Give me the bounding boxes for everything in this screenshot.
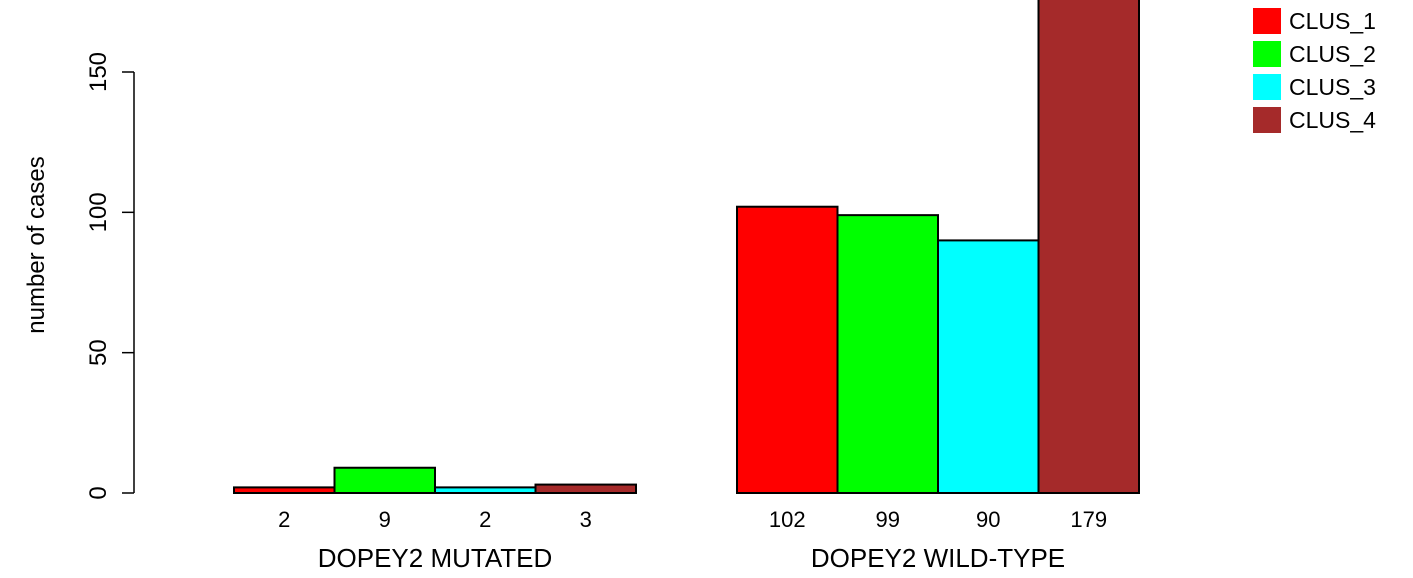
group-labels: DOPEY2 MUTATED DOPEY2 WILD-TYPE [318,543,1065,573]
group-label: DOPEY2 MUTATED [318,543,553,573]
y-tick-label: 0 [85,486,112,499]
legend-swatch [1253,107,1281,133]
legend-swatch [1253,74,1281,100]
legend-label: CLUS_3 [1289,74,1376,100]
bar-value-label: 179 [1070,507,1107,532]
bar-value-label: 2 [479,507,491,532]
group-label: DOPEY2 WILD-TYPE [811,543,1065,573]
y-tick-label: 50 [85,339,112,366]
legend-swatch [1253,41,1281,67]
y-tick-label: 150 [85,52,112,92]
bar-value-label: 90 [976,507,1000,532]
y-axis: 0 50 100 150 [85,52,135,500]
legend-swatch [1253,8,1281,34]
bar-value-label: 99 [876,507,900,532]
y-tick-label: 100 [85,192,112,232]
bar-clus-1-group-1 [233,486,336,494]
legend-label: CLUS_2 [1289,41,1376,67]
bar-value-label: 9 [379,507,391,532]
bar-clus-3-group-1 [434,486,537,494]
bar-value-labels: 2 9 2 3 102 99 90 179 [278,507,1107,532]
legend: CLUS_1 CLUS_2 CLUS_3 CLUS_4 [1253,8,1376,133]
bars [233,0,1140,495]
y-axis-label: number of cases [23,156,50,333]
bar-clus-1-group-2 [736,205,839,494]
bar-clus-2-group-1 [333,466,436,494]
bar-value-label: 2 [278,507,290,532]
legend-label: CLUS_4 [1289,107,1376,133]
legend-label: CLUS_1 [1289,8,1376,34]
bar-value-label: 102 [769,507,806,532]
bar-clus-2-group-2 [836,214,939,494]
bar-clus-4-group-1 [534,483,637,494]
bar-value-label: 3 [580,507,592,532]
bar-clus-3-group-2 [937,239,1040,494]
bar-clus-4-group-2 [1037,0,1140,495]
